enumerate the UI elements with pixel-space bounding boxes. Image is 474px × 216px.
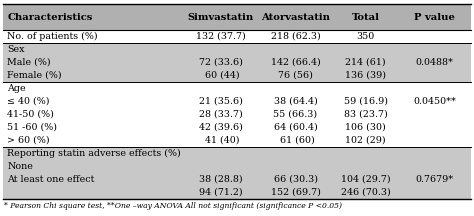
Bar (3, 160, 471, 173)
Text: P value: P value (414, 13, 455, 22)
Text: None: None (7, 162, 33, 171)
Text: 214 (61): 214 (61) (346, 58, 386, 67)
Text: Reporting statin adverse effects (%): Reporting statin adverse effects (%) (7, 149, 181, 158)
Bar (3, 56, 471, 69)
Bar (3, 4, 471, 30)
Bar (3, 30, 471, 43)
Text: 102 (29): 102 (29) (346, 136, 386, 145)
Text: At least one effect: At least one effect (7, 175, 95, 184)
Text: Total: Total (352, 13, 380, 22)
Text: 76 (56): 76 (56) (278, 71, 313, 80)
Text: Male (%): Male (%) (7, 58, 51, 67)
Bar (3, 134, 471, 147)
Text: Female (%): Female (%) (7, 71, 62, 80)
Text: Age: Age (7, 84, 26, 93)
Text: 0.0488*: 0.0488* (416, 58, 454, 67)
Text: 38 (64.4): 38 (64.4) (273, 97, 318, 106)
Text: 41 (40): 41 (40) (202, 136, 239, 145)
Bar (3, 69, 471, 82)
Text: 83 (23.7): 83 (23.7) (344, 110, 388, 119)
Text: > 60 (%): > 60 (%) (7, 136, 50, 145)
Text: 61 (60): 61 (60) (277, 136, 314, 145)
Text: 152 (69.7): 152 (69.7) (271, 188, 320, 197)
Text: Sex: Sex (7, 45, 25, 54)
Text: 246 (70.3): 246 (70.3) (341, 188, 391, 197)
Text: 350: 350 (356, 32, 375, 41)
Text: 55 (66.3): 55 (66.3) (273, 110, 318, 119)
Text: 106 (30): 106 (30) (346, 123, 386, 132)
Text: 21 (35.6): 21 (35.6) (199, 97, 243, 106)
Bar (3, 147, 471, 160)
Text: 142 (66.4): 142 (66.4) (271, 58, 320, 67)
Bar (3, 108, 471, 121)
Text: 28 (33.7): 28 (33.7) (199, 110, 243, 119)
Text: 94 (71.2): 94 (71.2) (199, 188, 242, 197)
Text: 132 (37.7): 132 (37.7) (196, 32, 246, 41)
Bar (3, 186, 471, 199)
Text: ≤ 40 (%): ≤ 40 (%) (7, 97, 50, 106)
Text: 66 (30.3): 66 (30.3) (273, 175, 318, 184)
Text: 72 (33.6): 72 (33.6) (199, 58, 243, 67)
Text: 38 (28.8): 38 (28.8) (199, 175, 242, 184)
Text: 42 (39.6): 42 (39.6) (199, 123, 243, 132)
Bar (3, 82, 471, 95)
Text: 51 -60 (%): 51 -60 (%) (7, 123, 57, 132)
Text: No. of patients (%): No. of patients (%) (7, 32, 98, 41)
Bar (3, 173, 471, 186)
Text: 0.0450**: 0.0450** (413, 97, 456, 106)
Text: Atorvastatin: Atorvastatin (261, 13, 330, 22)
Text: 59 (16.9): 59 (16.9) (344, 97, 388, 106)
Text: 218 (62.3): 218 (62.3) (271, 32, 320, 41)
Text: Characteristics: Characteristics (7, 13, 93, 22)
Text: 104 (29.7): 104 (29.7) (341, 175, 391, 184)
Text: * Pearson Chi square test, **One –way ANOVA All not significant (significance P : * Pearson Chi square test, **One –way AN… (4, 202, 342, 210)
Bar (3, 95, 471, 108)
Text: Simvastatin: Simvastatin (188, 13, 254, 22)
Text: 41-50 (%): 41-50 (%) (7, 110, 54, 119)
Text: 136 (39): 136 (39) (345, 71, 386, 80)
Bar (3, 43, 471, 56)
Text: 0.7679*: 0.7679* (416, 175, 454, 184)
Text: 64 (60.4): 64 (60.4) (273, 123, 318, 132)
Text: 60 (44): 60 (44) (202, 71, 239, 80)
Bar (3, 121, 471, 134)
